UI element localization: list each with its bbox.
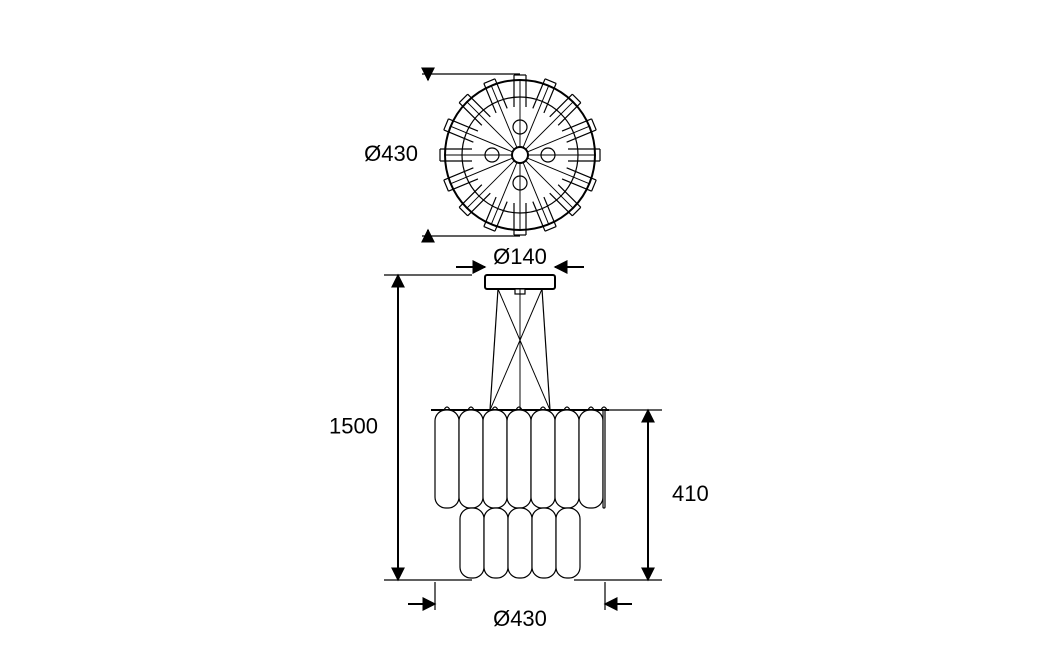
diagram-stage: Ø430 Ø140 1500 410 Ø430 — [0, 0, 1040, 648]
dim-label-top-diameter: Ø430 — [364, 141, 418, 166]
dim-label-bottom-diameter: Ø430 — [493, 606, 547, 631]
suspension-cables — [490, 289, 550, 410]
dim-label-canopy-diameter: Ø140 — [493, 244, 547, 269]
lamp-body — [431, 407, 609, 578]
technical-drawing: Ø430 Ø140 1500 410 Ø430 — [0, 0, 1040, 648]
dim-label-body-height: 410 — [672, 481, 709, 506]
dim-label-total-height: 1500 — [329, 413, 378, 438]
top-view — [440, 75, 600, 235]
